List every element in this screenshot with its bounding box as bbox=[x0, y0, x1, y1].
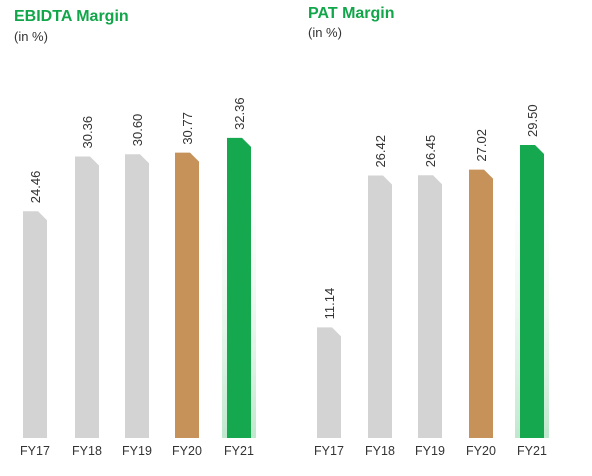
ebidta-bar-fy18 bbox=[75, 156, 99, 439]
pat-value-label-fy17: 11.14 bbox=[322, 288, 337, 320]
ebidta-tick-label-fy17: FY17 bbox=[20, 444, 50, 458]
ebidta-tick-label-fy18: FY18 bbox=[72, 444, 102, 458]
ebidta-bar-fy21 bbox=[227, 137, 251, 438]
ebidta-value-label-fy18: 30.36 bbox=[80, 116, 95, 149]
pat-bar-fy21 bbox=[520, 144, 544, 438]
pat-tick-label-fy20: FY20 bbox=[466, 444, 496, 458]
pat-tick-label-fy18: FY18 bbox=[365, 444, 395, 458]
ebidta-tick-label-fy20: FY20 bbox=[172, 444, 202, 458]
pat-value-label-fy20: 27.02 bbox=[474, 129, 489, 162]
ebidta-tick-label-fy21: FY21 bbox=[224, 444, 254, 458]
ebidta-bar-fy20 bbox=[175, 152, 199, 439]
ebidta-value-label-fy20: 30.77 bbox=[180, 112, 195, 145]
pat-value-label-fy18: 26.42 bbox=[373, 135, 388, 168]
ebidta-value-label-fy19: 30.60 bbox=[130, 114, 145, 147]
ebidta-bar-fy19 bbox=[125, 154, 149, 438]
ebidta-chart-title: EBIDTA Margin bbox=[14, 8, 129, 25]
pat-tick-label-fy21: FY21 bbox=[517, 444, 547, 458]
ebidta-tick-label-fy19: FY19 bbox=[122, 444, 152, 458]
pat-value-label-fy21: 29.50 bbox=[525, 104, 540, 137]
ebidta-value-label-fy21: 32.36 bbox=[232, 97, 247, 130]
ebidta-bar-fy17 bbox=[23, 211, 47, 438]
pat-bar-fy19 bbox=[418, 175, 442, 438]
pat-tick-label-fy17: FY17 bbox=[314, 444, 344, 458]
ebidta-value-label-fy17: 24.46 bbox=[28, 171, 43, 204]
pat-tick-label-fy19: FY19 bbox=[415, 444, 445, 458]
ebidta-chart-unit: (in %) bbox=[14, 29, 48, 44]
pat-value-label-fy19: 26.45 bbox=[423, 135, 438, 168]
pat-chart-title: PAT Margin bbox=[308, 5, 395, 22]
pat-bar-fy20 bbox=[469, 169, 493, 439]
pat-chart-unit: (in %) bbox=[308, 25, 342, 40]
pat-bar-fy18 bbox=[368, 175, 392, 438]
pat-bar-fy17 bbox=[317, 327, 341, 438]
